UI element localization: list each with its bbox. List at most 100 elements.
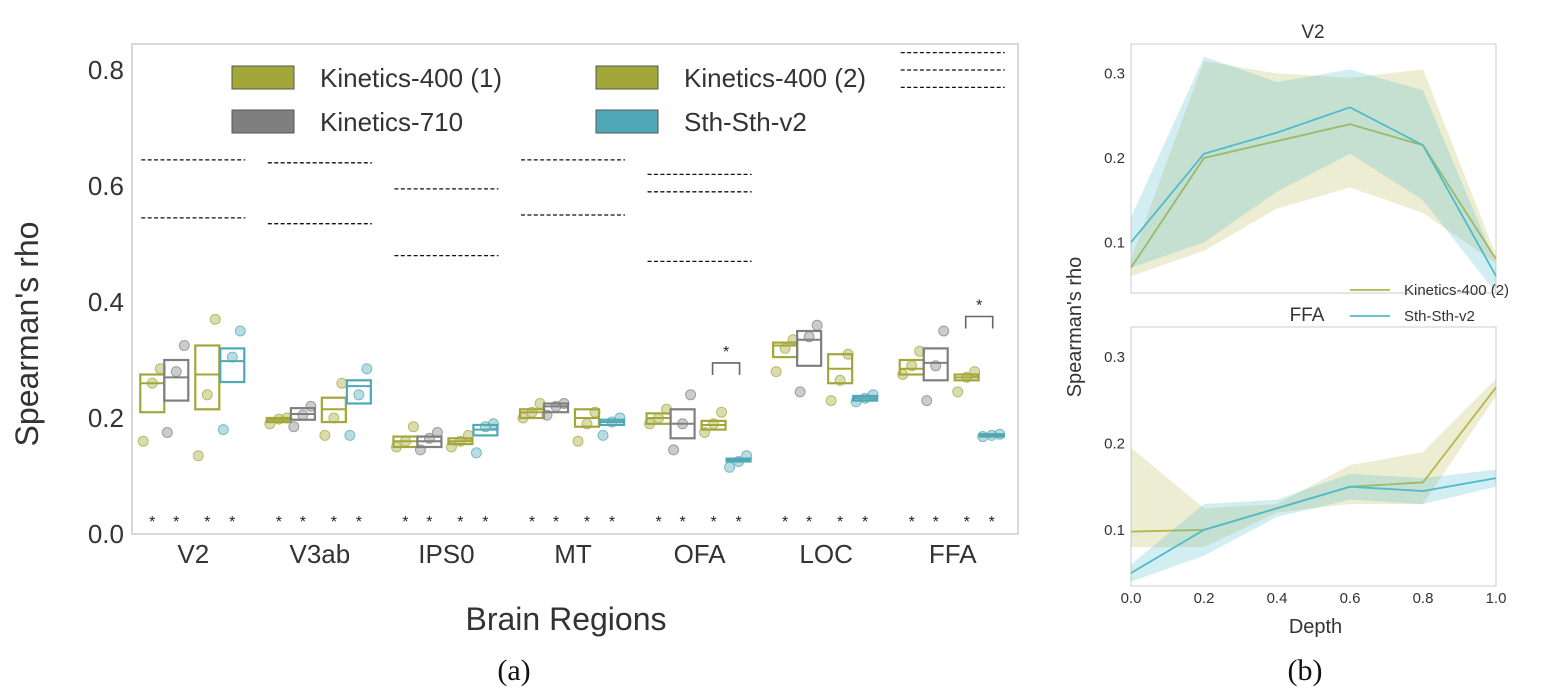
- subplot-title: FFA: [1290, 305, 1325, 326]
- box-point: [288, 421, 300, 433]
- y-tick-label-0-8: 0.8: [88, 55, 124, 85]
- box-point: [572, 435, 584, 447]
- y-tick-label-0-1: 0.1: [1104, 522, 1125, 539]
- panel-b-y-axis-title: Spearman's rho: [1064, 257, 1086, 398]
- panel-b-caption: (b): [1288, 654, 1323, 687]
- box-sth-sth-v2-ips0: [470, 418, 499, 459]
- legend-entry-kinetics-710: Kinetics-710: [231, 107, 463, 137]
- box-point: [930, 360, 942, 372]
- series-line: [1130, 106, 1497, 277]
- box-sth-sth-v2-ofa: [724, 450, 753, 473]
- bracket-line: [964, 315, 994, 329]
- box-point: [273, 413, 285, 425]
- legend-swatch: [231, 109, 295, 134]
- significance-star-ips0-1: *: [426, 514, 432, 531]
- box-point: [423, 432, 435, 444]
- legend-entry-sth-sth-v2: Sth-Sth-v2: [1350, 308, 1475, 325]
- significance-star-v2-0: *: [149, 514, 155, 531]
- y-tick-label-0-3: 0.3: [1104, 66, 1125, 83]
- box-point: [558, 398, 570, 409]
- box-kinetics-400-1-v3ab: [264, 412, 293, 430]
- panel-a-dashed-levels: [141, 51, 1005, 263]
- significance-star-ffa-2: *: [964, 514, 970, 531]
- legend-label: Kinetics-400 (2): [1404, 282, 1509, 299]
- box-point: [137, 435, 149, 447]
- box-body: [163, 358, 190, 402]
- box-point: [921, 395, 933, 407]
- significance-bracket-ffa: *: [964, 298, 994, 329]
- box-point: [353, 389, 365, 401]
- box-kinetics-400-2-loc: [825, 348, 854, 407]
- significance-star-v3ab-1: *: [300, 514, 306, 531]
- box-point: [733, 456, 745, 467]
- series-sth-sth-v2: [1130, 469, 1497, 582]
- panel-b-legend: Kinetics-400 (2) Sth-Sth-v2: [1350, 282, 1509, 325]
- box-point: [994, 428, 1006, 440]
- series-sth-sth-v2: [1130, 56, 1497, 294]
- significance-star-loc-1: *: [806, 514, 812, 531]
- legend-label: Sth-Sth-v2: [684, 107, 807, 137]
- box-point: [986, 429, 998, 441]
- y-tick-label-0-2: 0.2: [1104, 436, 1125, 453]
- box-point: [906, 360, 918, 372]
- significance-star-v3ab-0: *: [276, 514, 282, 531]
- box-point: [811, 319, 823, 331]
- box-point: [969, 366, 981, 378]
- box-point: [445, 441, 457, 453]
- significance-star-v2-3: *: [229, 514, 235, 531]
- box-kinetics-710-v3ab: [288, 400, 317, 433]
- box-kinetics-400-1-loc: [770, 334, 799, 378]
- significance-star-ofa-2: *: [710, 514, 716, 531]
- series-line: [1130, 477, 1497, 574]
- box-point: [724, 461, 736, 473]
- significance-star-loc-0: *: [782, 514, 788, 531]
- box-point: [217, 424, 229, 436]
- box-kinetics-710-loc: [794, 319, 823, 398]
- box-point: [390, 441, 402, 453]
- significance-star-ffa-1: *: [933, 514, 939, 531]
- box-point: [226, 351, 238, 363]
- legend-label: Kinetics-400 (1): [320, 63, 502, 93]
- box-point: [454, 435, 466, 447]
- box-kinetics-710-ips0: [414, 427, 443, 456]
- box-point: [414, 444, 426, 456]
- box-point: [825, 395, 837, 407]
- box-point: [708, 418, 720, 430]
- box-sth-sth-v2-loc: [850, 389, 879, 408]
- box-point: [361, 363, 373, 375]
- significance-star-mt-2: *: [584, 514, 590, 531]
- confidence-band: [1131, 56, 1496, 294]
- significance-star-ffa-3: *: [989, 514, 995, 531]
- box-kinetics-710-mt: [541, 398, 570, 421]
- box-point: [431, 427, 443, 438]
- x-tick-label-0-2: 0.2: [1194, 590, 1215, 607]
- box-point: [234, 325, 246, 337]
- panel-a-x-ticks: V2 V3ab IPS0 MT OFA LOC FFA: [177, 539, 977, 569]
- box-point: [328, 412, 340, 424]
- box-kinetics-400-2-v3ab: [319, 377, 348, 441]
- box-point: [677, 418, 689, 430]
- y-tick-label-0-2: 0.2: [1104, 150, 1125, 167]
- panel-a-significance-stars: * * * * * * * * * * * * * * * * * * * * * * * * * * * *: [149, 514, 995, 531]
- box-point: [517, 412, 529, 424]
- significance-bracket-ofa: *: [711, 344, 741, 375]
- panel-a-legend: Kinetics-400 (1) Kinetics-710 Kinetics-400…: [231, 63, 866, 137]
- legend-swatch: [595, 65, 659, 90]
- box-point: [779, 342, 791, 354]
- box-kinetics-710-v2: [161, 340, 190, 438]
- box-kinetics-400-1-v2: [137, 363, 166, 447]
- box-kinetics-400-2-mt: [572, 406, 601, 447]
- box-point: [897, 369, 909, 380]
- x-tick-label-ffa: FFA: [929, 539, 977, 569]
- legend-entry-kinetics-400-2: Kinetics-400 (2): [1350, 282, 1509, 299]
- box-point: [209, 313, 221, 325]
- box-point: [589, 406, 601, 418]
- box-kinetics-710-ofa: [668, 389, 697, 456]
- box-body: [219, 347, 246, 384]
- box-point: [487, 418, 499, 430]
- x-tick-label-ips0: IPS0: [418, 539, 474, 569]
- box-point: [597, 429, 609, 441]
- box-point: [170, 366, 182, 378]
- box-sth-sth-v2-mt: [597, 412, 626, 441]
- box-kinetics-400-1-ffa: [897, 345, 926, 380]
